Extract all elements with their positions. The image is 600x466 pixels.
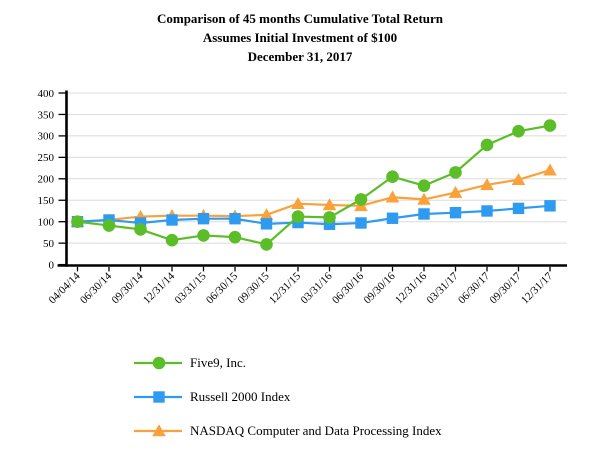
data-point-square xyxy=(544,200,556,212)
data-point-square xyxy=(386,212,399,224)
data-point-square xyxy=(449,206,462,219)
chart-title-line-1: Comparison of 45 months Cumulative Total… xyxy=(156,11,444,26)
y-tick-label: 50 xyxy=(43,238,55,250)
x-tick-label: 12/31/17 xyxy=(519,270,555,306)
y-tick-label: 350 xyxy=(38,109,55,121)
data-point-square xyxy=(512,202,525,215)
x-tick-label: 03/31/16 xyxy=(298,270,334,306)
data-point-circle xyxy=(134,223,147,236)
x-tick-label: 09/30/17 xyxy=(487,270,523,306)
x-tick-label: 06/30/15 xyxy=(204,270,240,306)
line-chart-plot-area: 0 50 100 150 200 250 300 350 400 04/04/1406/30/14… xyxy=(38,88,567,306)
chart-title: Comparison of 45 months Cumulative Total… xyxy=(0,9,600,66)
x-tick-label: 03/31/17 xyxy=(424,270,460,306)
x-tick-label: 12/31/15 xyxy=(267,270,303,306)
x-tick-label: 06/30/16 xyxy=(330,270,366,306)
y-tick-label: 250 xyxy=(38,152,55,164)
chart-title-line-3: December 31, 2017 xyxy=(247,49,353,64)
series-line-five9-inc xyxy=(76,124,552,246)
legend-label: Russell 2000 Index xyxy=(190,389,291,404)
y-tick-label: 300 xyxy=(38,131,55,143)
data-point-square xyxy=(229,212,241,225)
data-point-circle xyxy=(197,229,210,242)
data-point-circle xyxy=(354,193,368,206)
x-tick-label: 09/30/16 xyxy=(361,270,397,306)
data-point-circle xyxy=(152,356,166,370)
series-five9-inc xyxy=(71,119,557,251)
y-tick-label: 150 xyxy=(38,195,55,207)
data-point-triangle xyxy=(543,163,557,176)
x-tick-label: 12/31/14 xyxy=(141,270,177,306)
series-line-nasdaq-computer-and-data-processing-index xyxy=(76,169,552,223)
data-point-circle xyxy=(323,211,336,224)
data-point-square xyxy=(134,217,147,229)
data-point-circle xyxy=(228,230,242,244)
axes xyxy=(57,90,567,267)
data-point-circle xyxy=(102,219,116,232)
data-point-square xyxy=(355,217,367,229)
data-point-square xyxy=(166,214,178,226)
y-axis-ticks-and-labels: 0 50 100 150 200 250 300 350 400 xyxy=(38,88,66,271)
data-point-triangle xyxy=(152,424,166,437)
x-tick-label: 04/04/14 xyxy=(46,270,82,306)
y-tick-label: 200 xyxy=(38,174,55,186)
data-point-circle xyxy=(417,179,431,192)
data-point-circle xyxy=(386,170,399,183)
data-point-circle xyxy=(260,238,273,251)
data-point-square xyxy=(153,391,165,403)
y-tick-label: 400 xyxy=(38,88,55,100)
triangle-marker-icon xyxy=(134,424,182,437)
data-point-square xyxy=(260,218,273,230)
y-tick-label: 0 xyxy=(49,259,55,271)
data-point-triangle xyxy=(417,192,431,205)
x-tick-label: 06/30/17 xyxy=(456,270,492,306)
data-point-triangle xyxy=(511,172,526,185)
x-tick-label: 12/31/16 xyxy=(393,270,429,306)
data-point-triangle xyxy=(291,196,305,209)
data-point-circle xyxy=(291,210,305,223)
data-point-square xyxy=(197,212,210,225)
legend-label: Five9, Inc. xyxy=(190,355,246,370)
data-point-circle xyxy=(543,119,557,132)
x-tick-label: 09/30/14 xyxy=(109,270,145,306)
data-point-square xyxy=(481,205,493,217)
data-point-circle xyxy=(512,124,525,138)
data-point-circle xyxy=(449,166,462,179)
legend-label: NASDAQ Computer and Data Processing Inde… xyxy=(190,423,442,438)
data-point-circle xyxy=(71,215,84,228)
data-point-triangle xyxy=(480,178,494,191)
x-axis-ticks-and-labels: 04/04/1406/30/1409/30/1412/31/1403/31/15… xyxy=(46,266,555,306)
x-tick-label: 06/30/14 xyxy=(78,270,114,306)
x-tick-label: 09/30/15 xyxy=(235,270,271,306)
chart-title-line-2: Assumes Initial Investment of $100 xyxy=(202,30,398,45)
data-point-triangle xyxy=(322,198,337,211)
data-point-triangle xyxy=(385,190,400,203)
circle-marker-icon xyxy=(134,356,182,370)
data-point-circle xyxy=(165,233,179,247)
legend-item-russell-2000-index: Russell 2000 Index xyxy=(132,387,290,407)
y-tick-label: 100 xyxy=(38,217,55,229)
data-point-square xyxy=(418,208,430,220)
data-point-triangle xyxy=(448,185,463,198)
data-point-circle xyxy=(480,138,494,152)
series-line-russell-2000-index xyxy=(76,204,552,226)
legend-item-five9-inc: Five9, Inc. xyxy=(132,353,246,373)
data-point-square xyxy=(323,218,336,230)
square-marker-icon xyxy=(134,391,182,403)
data-point-triangle xyxy=(259,208,274,221)
legend-item-nasdaq-computer-and-data-processing-index: NASDAQ Computer and Data Processing Inde… xyxy=(132,421,442,441)
x-tick-label: 03/31/15 xyxy=(172,270,208,306)
